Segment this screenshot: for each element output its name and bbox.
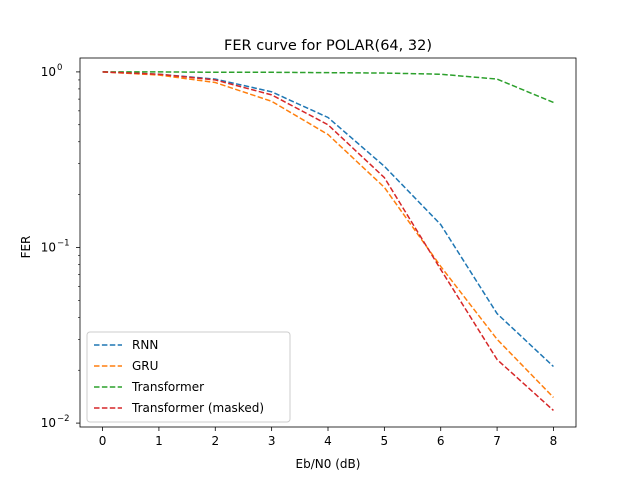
x-tick-label: 4 xyxy=(324,434,332,448)
series-line-transformer-masked xyxy=(102,71,554,412)
y-tick-exponent: −1 xyxy=(57,238,70,248)
y-tick-label: 10 xyxy=(41,65,56,79)
x-tick-label: 2 xyxy=(211,434,219,448)
chart-title: FER curve for POLAR(64, 32) xyxy=(224,38,432,54)
legend-label: RNN xyxy=(132,338,158,352)
x-tick-label: 1 xyxy=(155,434,163,448)
legend-label: Transformer xyxy=(131,380,204,394)
y-axis-label: FER xyxy=(19,236,33,259)
x-tick-label: 5 xyxy=(381,434,389,448)
y-tick-exponent: 0 xyxy=(57,63,62,73)
x-tick-label: 8 xyxy=(550,434,558,448)
y-tick-label: 10 xyxy=(41,416,56,430)
legend: RNN GRU Transformer Transformer (masked) xyxy=(86,331,291,423)
series-line-gru xyxy=(102,71,554,398)
x-tick-label: 6 xyxy=(437,434,445,448)
legend-label: GRU xyxy=(132,359,158,373)
legend-box xyxy=(86,331,291,423)
y-tick-label: 10 xyxy=(41,240,56,254)
y-tick-exponent: −2 xyxy=(57,414,70,424)
x-tick-label: 7 xyxy=(493,434,501,448)
x-axis-label: Eb/N0 (dB) xyxy=(296,457,361,471)
x-tick-label: 0 xyxy=(99,434,107,448)
x-tick-label: 3 xyxy=(268,434,276,448)
plot-area xyxy=(79,57,577,428)
legend-label: Transformer (masked) xyxy=(131,401,264,415)
series-line-transformer xyxy=(102,71,554,104)
